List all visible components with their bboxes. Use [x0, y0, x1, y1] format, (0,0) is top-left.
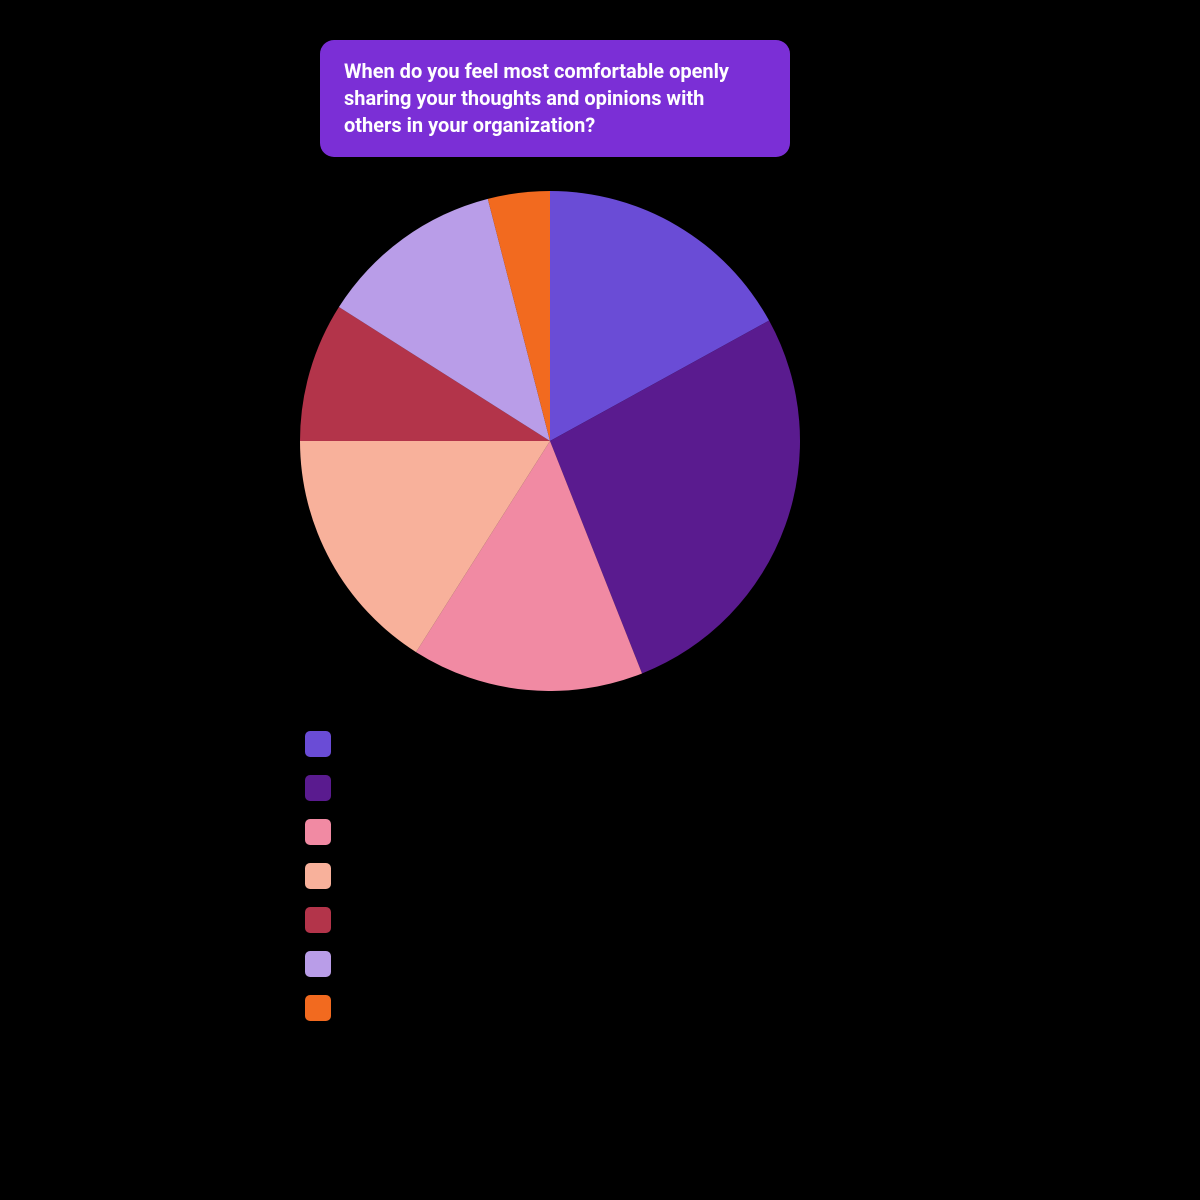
legend-swatch [305, 951, 331, 977]
legend-label: Segment 4 [345, 866, 431, 887]
legend-item: Segment 3 [305, 819, 431, 845]
legend-label: Segment 2 [345, 778, 431, 799]
legend-item: Segment 5 [305, 907, 431, 933]
legend-label: Segment 5 [345, 910, 431, 931]
legend-item: Segment 6 [305, 951, 431, 977]
legend-item: Segment 2 [305, 775, 431, 801]
legend-swatch [305, 775, 331, 801]
legend-label: Segment 1 [345, 734, 431, 755]
legend-swatch [305, 907, 331, 933]
legend-swatch [305, 863, 331, 889]
legend-item: Segment 4 [305, 863, 431, 889]
legend-swatch [305, 819, 331, 845]
legend-label: Segment 7 [345, 998, 431, 1019]
legend-item: Segment 7 [305, 995, 431, 1021]
legend-label: Segment 6 [345, 954, 431, 975]
legend: Segment 1 Segment 2 Segment 3 Segment 4 Segm… [305, 731, 431, 1021]
chart-title: When do you feel most comfortable openly… [320, 40, 790, 157]
legend-item: Segment 1 [305, 731, 431, 757]
pie-chart [300, 191, 800, 691]
legend-swatch [305, 731, 331, 757]
legend-swatch [305, 995, 331, 1021]
legend-label: Segment 3 [345, 822, 431, 843]
